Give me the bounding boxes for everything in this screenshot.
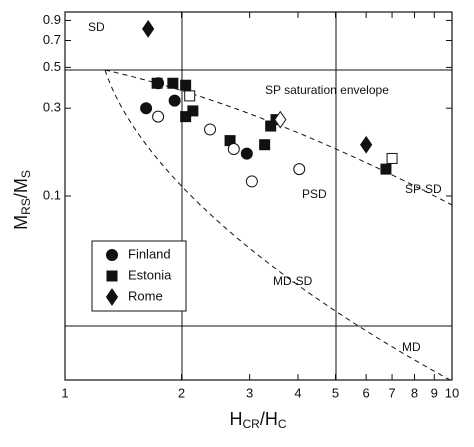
point xyxy=(184,90,196,102)
point xyxy=(360,135,373,154)
label-part: RS xyxy=(19,198,33,215)
point xyxy=(106,249,118,261)
point xyxy=(180,111,192,123)
point xyxy=(167,77,179,89)
annotation: SP saturation envelope xyxy=(265,83,389,97)
label-part: /H xyxy=(260,409,278,429)
point xyxy=(245,175,258,188)
x-tick-label: 6 xyxy=(363,385,370,400)
x-tick-label: 3 xyxy=(246,385,253,400)
x-tick-label: 10 xyxy=(445,385,459,400)
y-axis-label: MRS/MS xyxy=(11,170,33,230)
y-tick-label: 0.7 xyxy=(43,32,61,47)
x-tick-label: 7 xyxy=(388,385,395,400)
point xyxy=(152,110,165,123)
annotation: MD xyxy=(402,340,421,354)
point xyxy=(140,102,153,115)
x-tick-label: 4 xyxy=(294,385,301,400)
x-tick-label: 9 xyxy=(431,385,438,400)
point xyxy=(274,110,287,129)
label-part: S xyxy=(19,170,33,178)
annotation: PSD xyxy=(302,187,327,201)
y-tick-label: 0.3 xyxy=(43,100,61,115)
point xyxy=(142,19,155,38)
y-tick-label: 0.5 xyxy=(43,59,61,74)
point xyxy=(386,152,398,164)
point xyxy=(151,77,163,89)
label-part: /M xyxy=(11,178,31,198)
point xyxy=(168,94,181,107)
x-tick-label: 2 xyxy=(178,385,185,400)
x-tick-label: 5 xyxy=(332,385,339,400)
point xyxy=(240,147,253,160)
point xyxy=(180,79,192,91)
annotation: MD-SD xyxy=(273,274,313,288)
annotation: SP-SD xyxy=(405,182,442,196)
plot-frame xyxy=(64,11,453,381)
x-tick-label: 1 xyxy=(61,385,68,400)
label-part: H xyxy=(229,409,242,429)
point xyxy=(293,163,306,176)
point xyxy=(187,105,199,117)
point xyxy=(106,270,118,282)
legend-label: Finland xyxy=(128,246,171,261)
label-part: CR xyxy=(242,417,260,431)
x-axis-label: HCR/HC xyxy=(229,409,286,431)
point xyxy=(105,288,119,306)
point xyxy=(227,143,240,156)
point xyxy=(204,123,217,136)
point xyxy=(259,139,271,151)
point xyxy=(380,163,392,175)
y-tick-label: 0.1 xyxy=(43,187,61,202)
label-part: M xyxy=(11,215,31,230)
x-tick-label: 8 xyxy=(411,385,418,400)
label-part: C xyxy=(278,417,287,431)
legend-label: Estonia xyxy=(128,267,172,282)
legend-label: Rome xyxy=(128,288,163,303)
annotation: SD xyxy=(88,20,105,34)
y-tick-label: 0.9 xyxy=(43,12,61,27)
